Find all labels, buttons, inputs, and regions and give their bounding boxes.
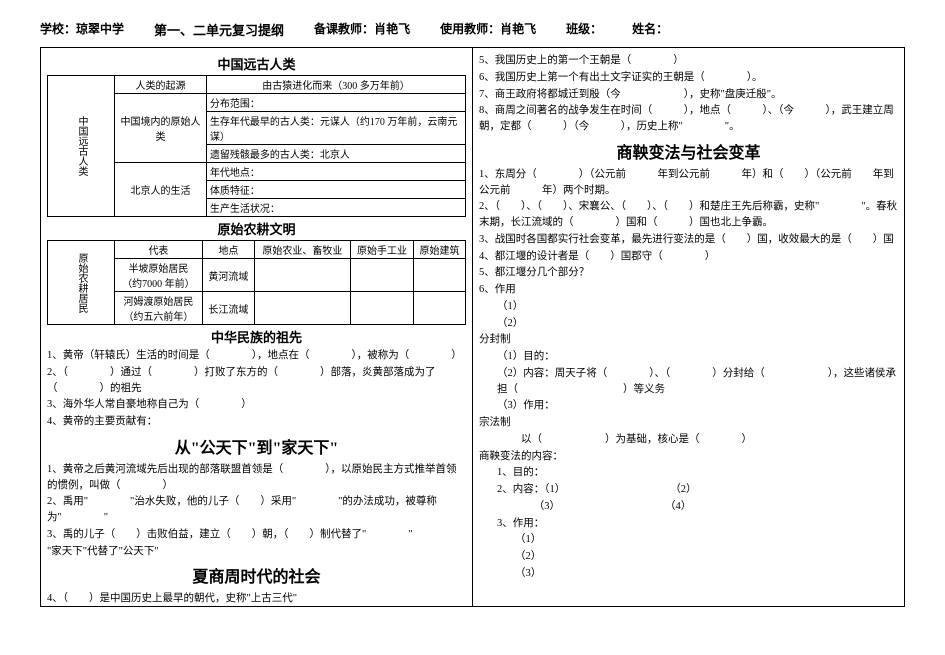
topic-shangyang: 商鞅变法的内容： [479,449,898,465]
question-r6b: 6、作用 [479,282,898,298]
sub-item: 以（ ）为基础，核心是（ ） [479,432,898,448]
sub-item: （2）内容：周天子将（ ）、（ ）分封给（ ），这些诸侯承担（ ）等义务 [479,366,898,398]
big-title-1: 从"公天下"到"家天下" [47,434,466,458]
section-title-1: 中国远古人类 [47,54,466,73]
question-9: 4、（ ）是中国历史上最早的朝代，史称"上古三代" [47,591,466,606]
table-cell: 中国境内的原始人类 [115,94,207,163]
table-cell: 生存年代最早的古人类：元谋人（约170 万年前，云南元谋） [206,112,465,145]
table-header: 原始农业、畜牧业 [254,241,350,259]
table-cell [414,259,466,292]
question-r7: 7、商王政府将都城迁到殷（今 ），史称"盘庚迁殷"。 [479,87,898,103]
table-cell [351,292,414,325]
table-cell [414,292,466,325]
section-title-3: 中华民族的祖先 [47,327,466,346]
question-r2: 2、（ ）、（ ）、宋襄公、（ ）、（ ）和楚庄王先后称霸，史称" "。春秋末期… [479,199,898,231]
question-r3: 3、战国时各国都实行社会变革，最先进行变法的是（ ）国，收效最大的是（ ）国 [479,232,898,248]
topic-fengfeng: 分封制 [479,332,898,348]
page-header: 学校：琼翠中学 第一、二单元复习提纲 备课教师：肖艳飞 使用教师：肖艳飞 班级：… [40,20,905,39]
section-title-2: 原始农耕文明 [47,219,466,238]
table-cell: 生产生活状况： [206,199,465,217]
sub-item: （1） [479,532,898,548]
big-title-2: 夏商周时代的社会 [47,563,466,587]
left-column: 中国远古人类 中国远古人类 人类的起源 由古猿进化而来（300 多万年前） 中国… [41,48,473,606]
doc-title: 第一、二单元复习提纲 [154,20,284,39]
sub-item: （1） [479,299,898,315]
table-side-label: 中国远古人类 [48,76,115,217]
topic-zongfa: 宗法制 [479,415,898,431]
question-r8: 8、商周之间著名的战争发生在时间（ ），地点（ ）、（今 ），武王建立周朝，定都… [479,103,898,135]
table-cell [254,259,350,292]
question-6: 2、禹用" "治水失败，他的儿子（ ）采用" "的办法成功，被尊称为" " [47,494,466,526]
table-header: 原始建筑 [414,241,466,259]
page-body: 中国远古人类 中国远古人类 人类的起源 由古猿进化而来（300 多万年前） 中国… [40,47,905,607]
table-row: 中国远古人类 人类的起源 由古猿进化而来（300 多万年前） [48,76,466,94]
table-cell: 北京人的生活 [115,163,207,217]
table-cell: 黄河流域 [202,259,254,292]
class-label: 班级： [566,20,602,39]
sub-item: 3、作用： [479,516,898,532]
question-3: 3、海外华人常自豪地称自己为（ ） [47,397,466,413]
table-cell: 由古猿进化而来（300 多万年前） [206,76,465,94]
question-1: 1、黄帝（轩辕氏）生活的时间是（ ），地点在（ ），被称为（ ） [47,348,466,364]
sub-item: （3）作用： [479,398,898,414]
sub-item: （2） [479,316,898,332]
table-cell: 体质特征： [206,181,465,199]
question-r1: 1、东周分（ ）（公元前 年到公元前 年）和（ ）（公元前 年到公元前 年）两个… [479,167,898,199]
question-r6: 6、我国历史上第一个有出土文字证实的王朝是（ ）。 [479,70,898,86]
question-r5: 5、我国历史上的第一个王朝是（ ） [479,53,898,69]
table-cell: 半坡原始居民（约7000 年前） [115,259,203,292]
question-8: "家天下"代替了"公天下" [47,544,466,560]
school-label: 学校：琼翠中学 [40,20,124,39]
table-header: 地点 [202,241,254,259]
sub-item: （3） [479,566,898,582]
table-header: 代表 [115,241,203,259]
big-title-r1: 商鞅变法与社会变革 [479,139,898,163]
prep-teacher: 备课教师：肖艳飞 [314,20,410,39]
question-5: 1、黄帝之后黄河流域先后出现的部落联盟首领是（ ），以原始民主方式推举首领的惯例… [47,462,466,494]
table-cell: 河姆渡原始居民（约五六前年） [115,292,203,325]
table-cell [254,292,350,325]
table-row: 原始农耕居民 代表 地点 原始农业、畜牧业 原始手工业 原始建筑 [48,241,466,259]
question-r5b: 5、都江堰分几个部分？ [479,265,898,281]
table-cell [351,259,414,292]
table-agriculture: 原始农耕居民 代表 地点 原始农业、畜牧业 原始手工业 原始建筑 半坡原始居民（… [47,240,466,325]
table-cell: 长江流域 [202,292,254,325]
question-7: 3、禹的儿子（ ）击败伯益，建立（ ）朝，（ ）制代替了" " [47,527,466,543]
question-r4: 4、都江堰的设计者是（ ）国郡守（ ） [479,249,898,265]
question-4: 4、黄帝的主要贡献有： [47,414,466,430]
sub-item: 1、目的： [479,465,898,481]
table-cell: 分布范围： [206,94,465,112]
sub-item: （3） （4） [479,499,898,515]
question-2: 2、（ ）通过（ ）打败了东方的（ ）部落，炎黄部落成为了（ ）的祖先 [47,365,466,397]
table-cell: 人类的起源 [115,76,207,94]
right-column: 5、我国历史上的第一个王朝是（ ） 6、我国历史上第一个有出土文字证实的王朝是（… [473,48,904,606]
sub-item: （2） [479,549,898,565]
sub-item: （1）目的： [479,349,898,365]
table-header: 原始手工业 [351,241,414,259]
table-side-label: 原始农耕居民 [48,241,115,325]
sub-item: 2、内容：（1） （2） [479,482,898,498]
name-label: 姓名： [632,20,668,39]
table-cell: 年代地点： [206,163,465,181]
table-cell: 遗留残骸最多的古人类：北京人 [206,145,465,163]
use-teacher: 使用教师：肖艳飞 [440,20,536,39]
table-ancient-humans: 中国远古人类 人类的起源 由古猿进化而来（300 多万年前） 中国境内的原始人类… [47,75,466,217]
